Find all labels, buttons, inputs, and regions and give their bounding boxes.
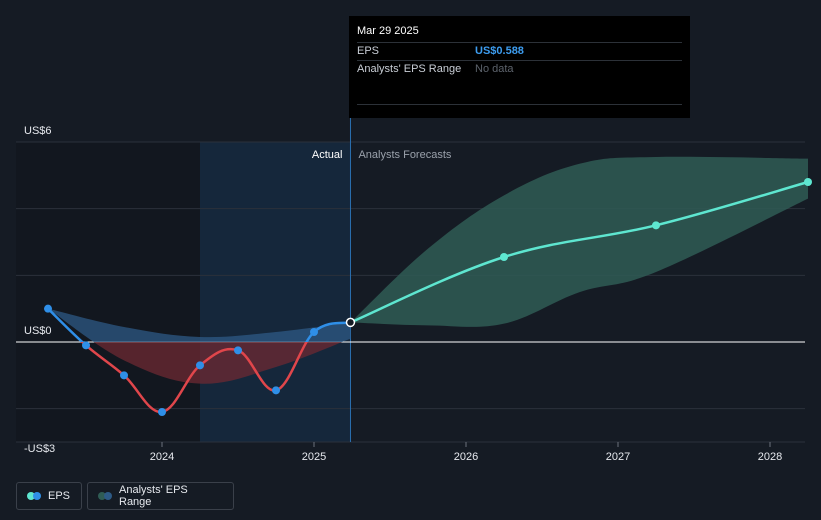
eps-actual-point (120, 371, 128, 380)
tooltip-divider (357, 104, 682, 105)
eps-actual-point (82, 341, 90, 350)
eps-points[interactable] (44, 178, 812, 416)
y-tick-label: US$0 (24, 325, 52, 337)
tooltip-date: Mar 29 2025 (357, 25, 419, 37)
eps-forecast-point (804, 178, 812, 186)
axis-labels: US$6 US$0 -US$3 2024 2025 2026 2027 2028 Actual A… (24, 125, 782, 463)
eps-forecast-line (349, 180, 809, 324)
legend-range-label: Analysts' EPS Range (119, 484, 188, 508)
range-actual-positive (48, 308, 351, 342)
x-tick-label: 2024 (150, 451, 174, 463)
y-tick-label: US$6 (24, 125, 52, 137)
eps-actual-point (158, 408, 166, 416)
tooltip-range-key: Analysts' EPS Range (357, 63, 462, 75)
eps-legend-icon (27, 492, 41, 500)
range-actual-negative (93, 342, 343, 384)
eps-current-point (345, 317, 356, 328)
tooltip-eps-value: US$0.588 (475, 45, 524, 57)
tooltip-row-eps: EPS US$0.588 (357, 42, 682, 60)
x-tick-label: 2027 (606, 451, 630, 463)
eps-actual-point (234, 346, 242, 355)
forecast-label: Analysts Forecasts (358, 149, 451, 161)
y-tick-label: -US$3 (24, 443, 55, 455)
range-forecast (350, 156, 808, 327)
eps-actual-point (272, 386, 280, 395)
past-background (16, 142, 200, 442)
highlight-band (200, 142, 351, 442)
x-tick-label: 2025 (302, 451, 326, 463)
x-tick-label: 2028 (758, 451, 782, 463)
legend-eps-button[interactable]: EPS (16, 482, 82, 510)
eps-actual-point (44, 304, 52, 313)
hover-tooltip: Mar 29 2025 EPS US$0.588 Analysts' EPS R… (349, 16, 690, 118)
tooltip-eps-key: EPS (357, 45, 380, 57)
eps-actual-point (196, 361, 204, 370)
actual-label: Actual (312, 149, 343, 161)
tooltip-row-range: Analysts' EPS Range No data (357, 60, 682, 78)
eps-actual-point (310, 328, 318, 336)
range-legend-icon (98, 492, 112, 500)
eps-forecast-point (500, 253, 508, 261)
legend-range-button[interactable]: Analysts' EPS Range (87, 482, 234, 510)
legend-eps-label: EPS (48, 490, 71, 502)
x-tick-label: 2026 (454, 451, 478, 463)
eps-range-bands (48, 156, 808, 384)
eps-forecast-point (652, 221, 660, 230)
tooltip-range-value: No data (475, 63, 514, 75)
